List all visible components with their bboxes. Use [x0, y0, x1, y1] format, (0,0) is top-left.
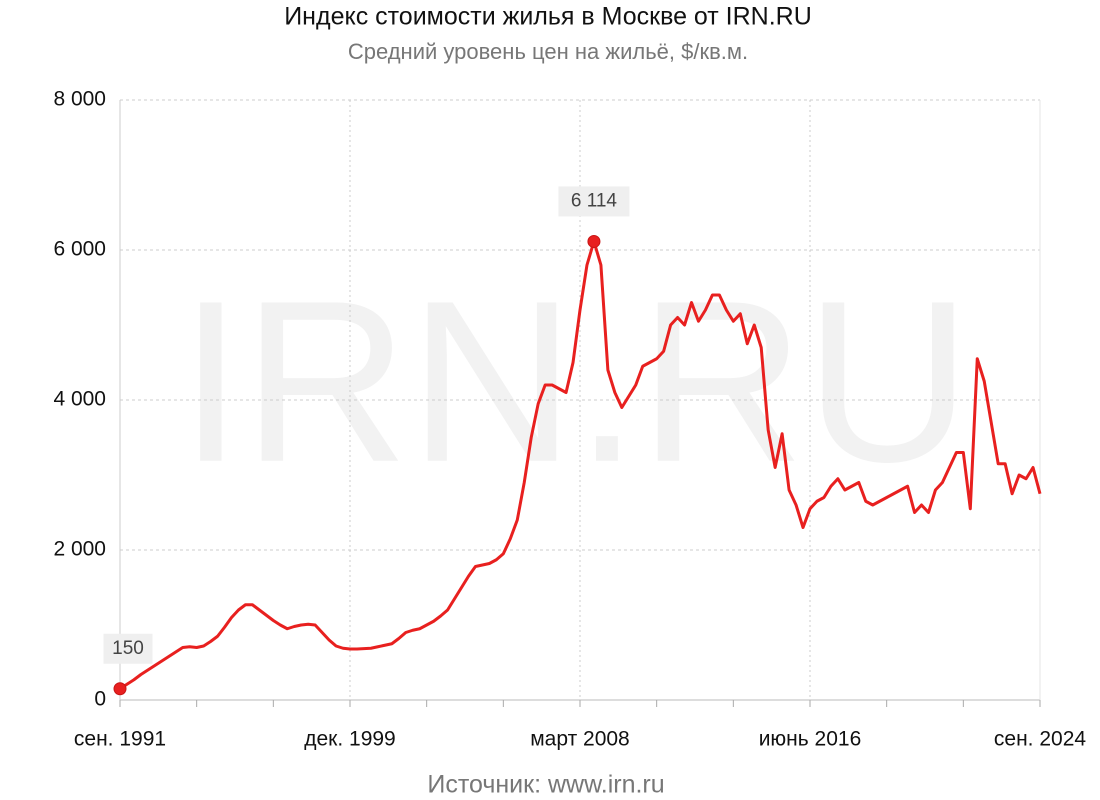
data-label: 150: [112, 638, 144, 659]
y-tick-label: 8 000: [53, 88, 106, 111]
source: Источник: www.irn.ru: [427, 771, 664, 799]
x-tick-label: сен. 1991: [74, 728, 166, 751]
y-tick-label: 6 000: [53, 238, 106, 261]
y-tick-label: 2 000: [53, 538, 106, 561]
x-tick-label: дек. 1999: [304, 728, 396, 751]
chart-subtitle: Средний уровень цен на жильё, $/кв.м.: [348, 39, 748, 64]
y-tick-label: 0: [94, 688, 106, 711]
price-line: [119, 239, 1042, 691]
y-tick-label: 4 000: [53, 388, 106, 411]
marker: [113, 682, 127, 696]
x-tick-label: июнь 2016: [759, 728, 862, 751]
x-tick-label: март 2008: [530, 728, 630, 751]
label-box: [103, 633, 153, 664]
chart-title: Индекс стоимости жилья в Москве от IRN.R…: [284, 3, 812, 31]
marker: [587, 234, 601, 248]
label-box: [558, 186, 630, 217]
x-tick-label: сен. 2024: [994, 728, 1086, 751]
watermark: IRN.RU: [179, 253, 971, 510]
data-label: 6 114: [571, 190, 618, 211]
